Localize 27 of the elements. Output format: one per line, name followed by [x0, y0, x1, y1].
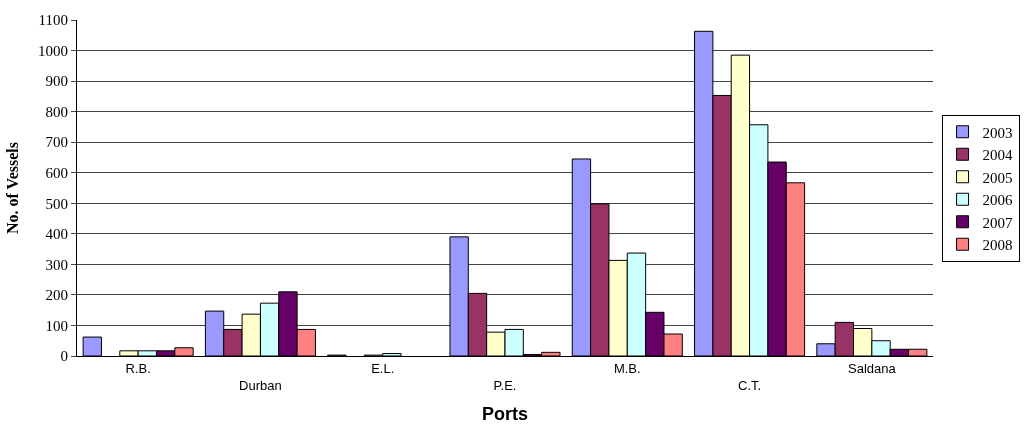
x-tick-label: Saldana	[848, 360, 897, 376]
y-tick-label: 1100	[38, 12, 68, 29]
y-tick-label: 600	[45, 164, 68, 181]
legend-label: 2007	[982, 214, 1014, 231]
x-tick-label: C.T.	[738, 377, 762, 393]
y-tick-label: 700	[45, 134, 68, 151]
y-tick-label: 800	[45, 103, 68, 120]
legend-label: 2006	[982, 192, 1014, 209]
x-tick-label: M.B.	[613, 360, 641, 376]
x-tick-label: R.B.	[125, 360, 151, 376]
y-tick-label: 300	[45, 256, 68, 273]
x-tick-label: Durban	[239, 377, 282, 393]
legend-label: 2004	[982, 147, 1014, 164]
y-tick-label: 200	[45, 287, 68, 304]
legend-label: 2005	[982, 169, 1013, 186]
x-axis-title: Ports	[481, 403, 529, 424]
y-tick-label: 1000	[38, 42, 68, 59]
y-tick-label: 900	[45, 73, 68, 90]
x-tick-label: P.E.	[493, 377, 517, 393]
y-tick-label: 0	[60, 348, 68, 365]
y-tick-label: 400	[45, 226, 68, 243]
x-tick-label: E.L.	[371, 360, 395, 376]
legend-label: 2003	[982, 124, 1013, 141]
y-tick-label: 100	[45, 317, 68, 334]
legend-label: 2008	[982, 237, 1013, 254]
y-tick-label: 500	[45, 195, 68, 212]
y-axis-title: No. of Vessels	[3, 141, 21, 235]
